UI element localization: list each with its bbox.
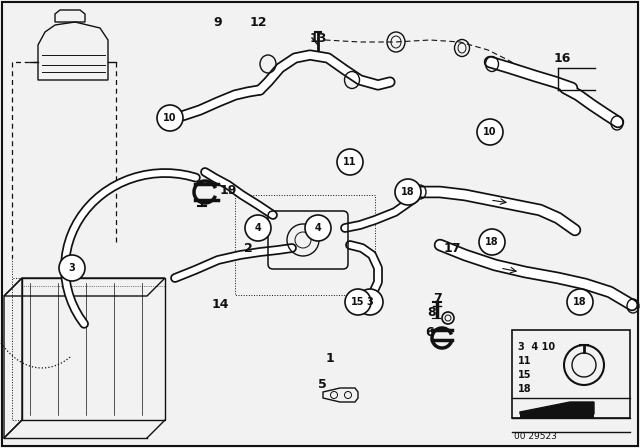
Text: 17: 17 [444, 241, 461, 254]
Bar [22, 278, 165, 420]
Text: 6: 6 [426, 326, 435, 339]
Text: 2: 2 [244, 241, 252, 254]
Text: 19: 19 [220, 184, 237, 197]
Text: 8: 8 [428, 306, 436, 319]
Polygon shape [520, 402, 594, 414]
Bar [520, 414, 594, 418]
Text: 5: 5 [317, 379, 326, 392]
Text: 1: 1 [326, 352, 334, 365]
Circle shape [305, 215, 331, 241]
Circle shape [357, 289, 383, 315]
Text: 13: 13 [309, 31, 326, 44]
Text: 18: 18 [401, 187, 415, 197]
Text: 15: 15 [518, 370, 531, 380]
Circle shape [479, 229, 505, 255]
Circle shape [59, 255, 85, 281]
Text: 4: 4 [255, 223, 261, 233]
Text: 16: 16 [554, 52, 571, 65]
Text: 18: 18 [485, 237, 499, 247]
Text: 12: 12 [249, 16, 267, 29]
Circle shape [345, 289, 371, 315]
Circle shape [337, 149, 363, 175]
Bar [512, 330, 630, 418]
Text: 4: 4 [315, 223, 321, 233]
Circle shape [157, 105, 183, 131]
Text: 3  4 10: 3 4 10 [518, 342, 555, 352]
Text: 10: 10 [163, 113, 177, 123]
Text: 11: 11 [518, 356, 531, 366]
Text: 18: 18 [573, 297, 587, 307]
Text: 3: 3 [68, 263, 76, 273]
Text: 18: 18 [518, 384, 532, 394]
Circle shape [395, 179, 421, 205]
Text: 9: 9 [214, 16, 222, 29]
Text: 10: 10 [483, 127, 497, 137]
Text: 3: 3 [367, 297, 373, 307]
Circle shape [477, 119, 503, 145]
Text: 15: 15 [351, 297, 365, 307]
Text: 00 29523: 00 29523 [514, 432, 557, 441]
Text: 7: 7 [433, 292, 442, 305]
Text: 11: 11 [343, 157, 356, 167]
Circle shape [245, 215, 271, 241]
Text: 14: 14 [211, 298, 228, 311]
Circle shape [567, 289, 593, 315]
